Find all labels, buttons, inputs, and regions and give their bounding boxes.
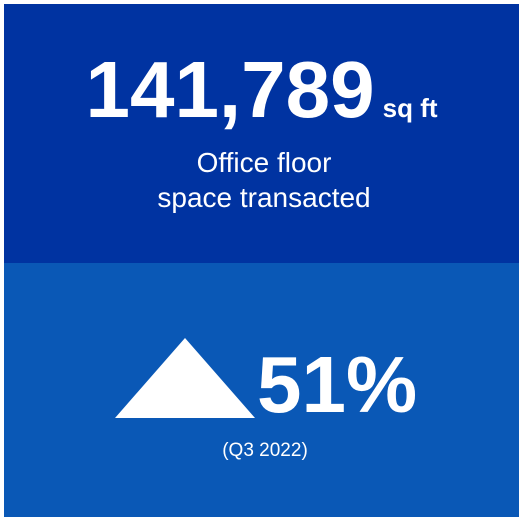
headline-label: space transacted xyxy=(157,182,370,213)
up-arrow-icon xyxy=(115,338,255,418)
headline-unit: sq ft xyxy=(383,93,438,123)
headline-label: Office floor xyxy=(197,147,332,178)
change-period: (Q3 2022) xyxy=(222,440,308,461)
headline-value: 141,789 xyxy=(85,45,374,134)
change-value: 51% xyxy=(257,340,417,429)
top-panel xyxy=(4,4,519,263)
bottom-panel xyxy=(4,263,519,517)
